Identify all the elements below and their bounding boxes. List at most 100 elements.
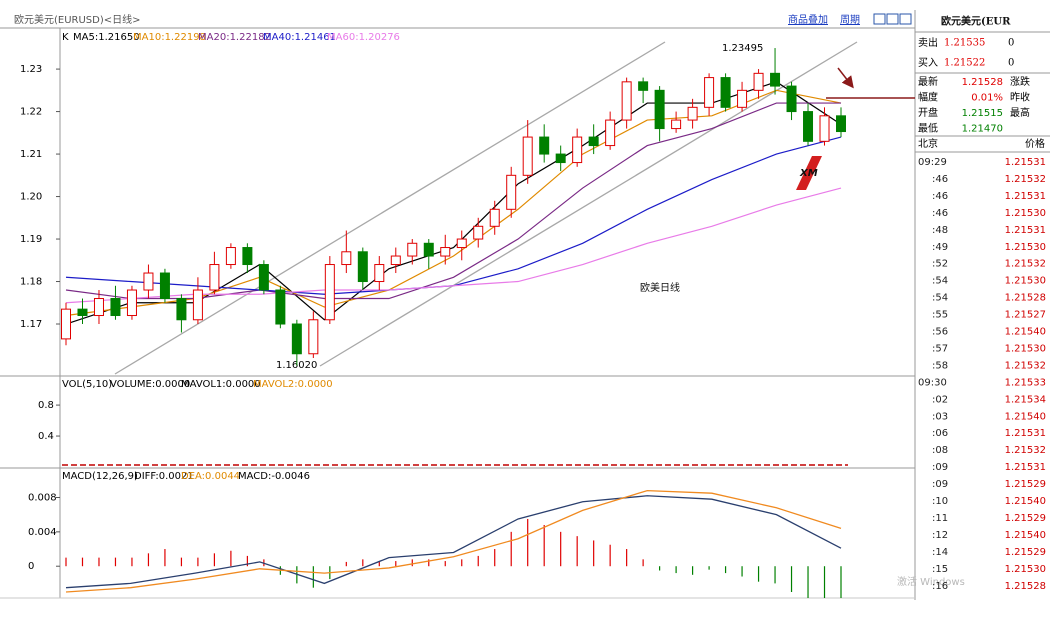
candle-body (836, 115, 846, 133)
tick-time: :10 (932, 496, 948, 507)
column-header: 北京 (918, 137, 938, 150)
tick-time: 09:30 (918, 377, 947, 388)
legend-item: DIFF:0.0021 (134, 471, 194, 482)
legend-item: VOLUME:0.0000 (110, 379, 190, 390)
candle-body (572, 136, 583, 164)
candle-body (77, 308, 88, 317)
tick-time: :56 (932, 327, 948, 338)
tick-price: 1.21527 (1005, 310, 1046, 321)
tick-price: 1.21531 (1005, 157, 1046, 168)
stat-label: 最低 (918, 122, 938, 135)
stat-value: 1.21515 (962, 108, 1003, 119)
candle-body (423, 242, 434, 257)
tick-price: 1.21529 (1005, 547, 1046, 558)
y-tick-label: 1.21 (20, 149, 42, 160)
tick-price: 1.21534 (1005, 394, 1046, 405)
candle-body (308, 319, 319, 355)
candle-body (357, 251, 368, 283)
tick-time: :58 (932, 360, 948, 371)
candle-body (258, 264, 269, 291)
tick-time: :16 (932, 581, 948, 592)
tick-price: 1.21533 (1005, 377, 1046, 388)
macd-series (65, 489, 842, 598)
tick-time: :11 (932, 513, 948, 524)
logo: XM (792, 148, 890, 196)
candle-body (209, 264, 220, 291)
tick-price: 1.21532 (1005, 259, 1046, 270)
candle-body (61, 308, 71, 340)
stat-label: 最高 (1010, 106, 1030, 119)
y-tick-label: 1.19 (20, 234, 42, 245)
volume: 0 (1008, 38, 1014, 49)
tick-price: 1.21540 (1005, 496, 1046, 507)
candle-body (621, 81, 632, 121)
tick-time: :46 (932, 174, 948, 185)
tick-price: 1.21530 (1005, 208, 1046, 219)
toolbar-icons[interactable] (873, 13, 912, 25)
tick-time: :14 (932, 547, 948, 558)
tick-time: 09:29 (918, 157, 947, 168)
candle-body (176, 298, 187, 321)
candle-body (159, 272, 170, 300)
legend-item: MAVOL2:0.0000 (253, 379, 333, 390)
tick-time: :57 (932, 343, 948, 354)
volume: 0 (1008, 58, 1014, 69)
tick-time: :46 (932, 208, 948, 219)
label: 卖出 (918, 36, 938, 49)
candle-body (770, 72, 781, 87)
tick-time: :54 (932, 293, 948, 304)
label: 买入 (918, 57, 938, 69)
tick-price: 1.21529 (1005, 479, 1046, 490)
candle-body (737, 89, 748, 108)
candle-body (720, 77, 731, 108)
tick-price: 1.21531 (1005, 191, 1046, 202)
candle-body (638, 81, 649, 91)
tick-time: :02 (932, 394, 948, 405)
stat-label: 最新 (918, 75, 938, 88)
macd-line (65, 489, 842, 593)
legend-item: MA60:1.20276 (327, 32, 400, 43)
y-tick-label: 1.18 (20, 277, 42, 288)
candle-body (786, 85, 797, 113)
y-tick-label: 0 (28, 561, 34, 572)
y-tick-label: 1.17 (20, 319, 42, 330)
candle-body (555, 153, 566, 164)
tick-price: 1.21531 (1005, 225, 1046, 236)
link[interactable]: 商品叠加 (788, 13, 828, 26)
quote-title: 欧元美元(EUR (941, 15, 1011, 28)
candle-body (456, 238, 467, 249)
legend-item: MA5:1.21650 (73, 32, 140, 43)
tick-price: 1.21540 (1005, 327, 1046, 338)
arrow (837, 67, 854, 89)
candle-body (803, 111, 814, 142)
tick-time: :12 (932, 530, 948, 541)
legend-item: VOL(5,10) (62, 379, 112, 390)
tick-price: 1.21530 (1005, 276, 1046, 287)
annotation: 欧美日线 (640, 281, 680, 294)
tick-time: :55 (932, 310, 948, 321)
candle-body (506, 174, 517, 210)
legend-item: MACD(12,26,9) (62, 471, 138, 482)
tick-price: 1.21532 (1005, 445, 1046, 456)
candle-body (390, 255, 401, 266)
price-series (61, 48, 846, 366)
price: 1.21522 (944, 58, 985, 69)
candle-body (93, 298, 104, 317)
link[interactable]: 周期 (840, 14, 860, 26)
legend-item: MA20:1.22182 (198, 32, 271, 43)
legend-item: K (62, 32, 69, 43)
candle-body (753, 72, 764, 91)
legend-item: MAVOL1:0.0000 (181, 379, 261, 390)
column-header: 价格 (1025, 137, 1045, 150)
candle-body (143, 272, 154, 291)
macd-line (65, 495, 842, 589)
tick-time: :48 (932, 225, 948, 236)
tick-price: 1.21540 (1005, 411, 1046, 422)
tick-price: 1.21540 (1005, 530, 1046, 541)
candle-body (110, 298, 121, 317)
legend-item: MA40:1.21461 (263, 32, 336, 43)
candle-body (522, 136, 533, 176)
candle-body (407, 242, 418, 257)
tick-price: 1.21529 (1005, 513, 1046, 524)
